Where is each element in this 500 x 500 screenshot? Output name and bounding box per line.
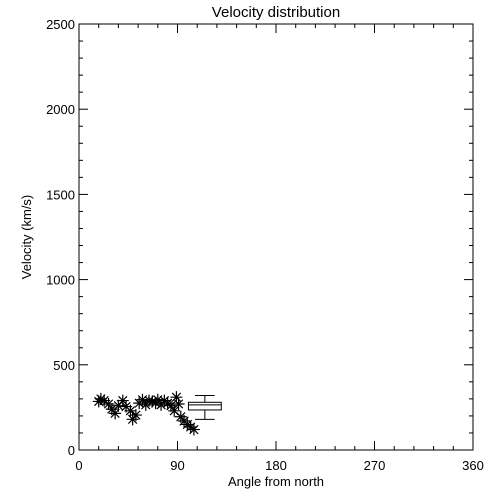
y-tick-label: 1500 xyxy=(46,187,75,202)
axis-ticks: 0 90 180 270 360 0 500 1000 1500 2000 2500 xyxy=(46,17,484,473)
data-point xyxy=(155,398,168,411)
data-point xyxy=(149,397,162,410)
data-point xyxy=(136,393,149,406)
x-tick-label: 360 xyxy=(462,458,484,473)
data-point xyxy=(146,395,159,408)
data-point xyxy=(151,393,164,406)
boxplot xyxy=(187,394,222,420)
data-point xyxy=(172,397,185,410)
data-point xyxy=(129,409,142,422)
x-tick-label: 270 xyxy=(364,458,386,473)
data-point xyxy=(187,423,200,436)
x-tick-label: 90 xyxy=(170,458,184,473)
y-tick-label: 0 xyxy=(68,443,75,458)
x-tick-label: 180 xyxy=(265,458,287,473)
data-point xyxy=(143,394,156,407)
x-tick-label: 0 xyxy=(75,458,82,473)
data-point xyxy=(109,407,122,420)
y-tick-label: 2000 xyxy=(46,102,75,117)
data-point xyxy=(126,413,139,426)
data-point xyxy=(124,404,137,417)
y-tick-label: 2500 xyxy=(46,17,75,32)
y-tick-label: 1000 xyxy=(46,273,75,288)
y-axis-label: Velocity (km/s) xyxy=(19,195,34,280)
data-marks xyxy=(92,391,200,436)
data-point xyxy=(102,397,115,410)
chart-title: Velocity distribution xyxy=(212,4,340,21)
data-point xyxy=(174,410,187,423)
data-point xyxy=(105,403,118,416)
data-point xyxy=(164,399,177,412)
data-point xyxy=(168,404,181,417)
data-point xyxy=(116,394,129,407)
data-point xyxy=(139,398,152,411)
data-point xyxy=(94,392,107,405)
data-point xyxy=(98,394,111,407)
data-point xyxy=(120,400,133,413)
x-axis-label: Angle from north xyxy=(228,474,324,489)
data-point xyxy=(170,391,183,404)
data-point xyxy=(112,399,125,412)
y-tick-label: 500 xyxy=(53,358,75,373)
